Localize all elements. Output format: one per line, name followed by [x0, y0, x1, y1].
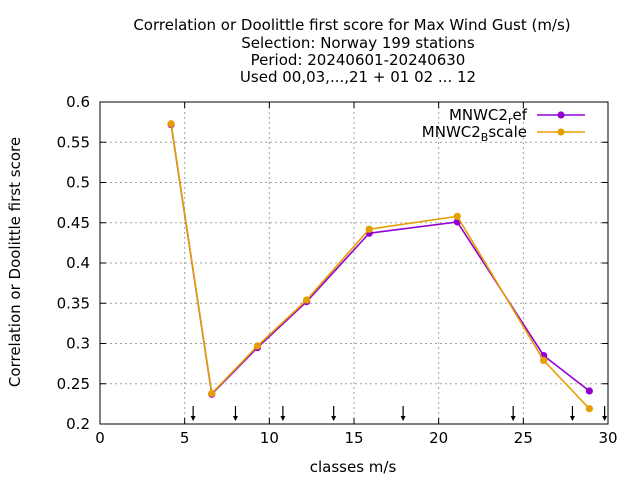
data-point: [167, 120, 175, 128]
class-arrow-head: [602, 416, 608, 421]
legend-label: MNWC2ref: [449, 106, 528, 127]
tick-labels: 0 5 10 15 20 25 30 0.2 0.25 0.3 0.35 0.4 0.45 0.5 0.55…: [57, 93, 618, 447]
x-tick-label: 15: [344, 429, 363, 447]
class-arrow-head: [232, 416, 238, 421]
data-point: [253, 342, 262, 350]
x-tick-label: 30: [598, 429, 617, 447]
axes: [99, 101, 609, 425]
class-arrow-head: [190, 416, 196, 421]
grid: [100, 102, 608, 424]
y-tick-label: 0.6: [66, 93, 90, 111]
x-tick-label: 5: [180, 429, 190, 447]
data-point: [585, 405, 593, 413]
series-2: [167, 120, 593, 413]
series-line: [170, 123, 590, 410]
title-line-4: Used 00,03,...,21 + 01 02 ... 12: [240, 68, 476, 86]
title-line-1: Correlation or Doolittle first score for…: [133, 16, 570, 34]
series: [167, 120, 593, 413]
title-line-2: Selection: Norway 199 stations: [241, 34, 475, 52]
legend-label: MNWC2Bscale: [422, 123, 527, 144]
series-1: [167, 120, 593, 398]
legend-entry-1: MNWC2ref: [449, 106, 585, 127]
x-tick-label: 20: [429, 429, 448, 447]
legend-swatch-point: [557, 111, 565, 119]
y-tick-label: 0.55: [57, 133, 90, 151]
y-axis-label: Correlation or Doolittle first score: [6, 137, 24, 387]
y-tick-label: 0.2: [66, 415, 90, 433]
class-arrows: [190, 406, 608, 421]
class-arrow-head: [510, 416, 516, 421]
x-tick-label: 25: [514, 429, 533, 447]
class-arrow-head: [331, 416, 337, 421]
class-arrow-head: [569, 416, 575, 421]
class-arrow-head: [400, 416, 406, 421]
y-tick-label: 0.35: [57, 294, 90, 312]
y-tick-label: 0.3: [66, 335, 90, 353]
data-point: [585, 387, 593, 395]
series-line: [170, 124, 590, 396]
data-point: [453, 212, 461, 220]
data-point: [540, 356, 548, 365]
y-tick-label: 0.5: [66, 174, 90, 192]
x-axis-label: classes m/s: [310, 458, 397, 476]
class-arrow-head: [280, 416, 286, 421]
y-tick-label: 0.25: [57, 375, 90, 393]
title-line-3: Period: 20240601-20240630: [251, 51, 466, 69]
data-point: [302, 296, 311, 304]
y-tick-label: 0.45: [57, 214, 90, 232]
y-tick-label: 0.4: [66, 254, 90, 272]
data-point: [208, 389, 216, 398]
x-tick-label: 10: [260, 429, 279, 447]
chart-title: Correlation or Doolittle first score for…: [133, 16, 570, 86]
data-point: [365, 225, 373, 233]
legend-swatch-point: [557, 128, 565, 136]
x-tick-label: 0: [95, 429, 105, 447]
legend-entry-2: MNWC2Bscale: [422, 123, 585, 144]
